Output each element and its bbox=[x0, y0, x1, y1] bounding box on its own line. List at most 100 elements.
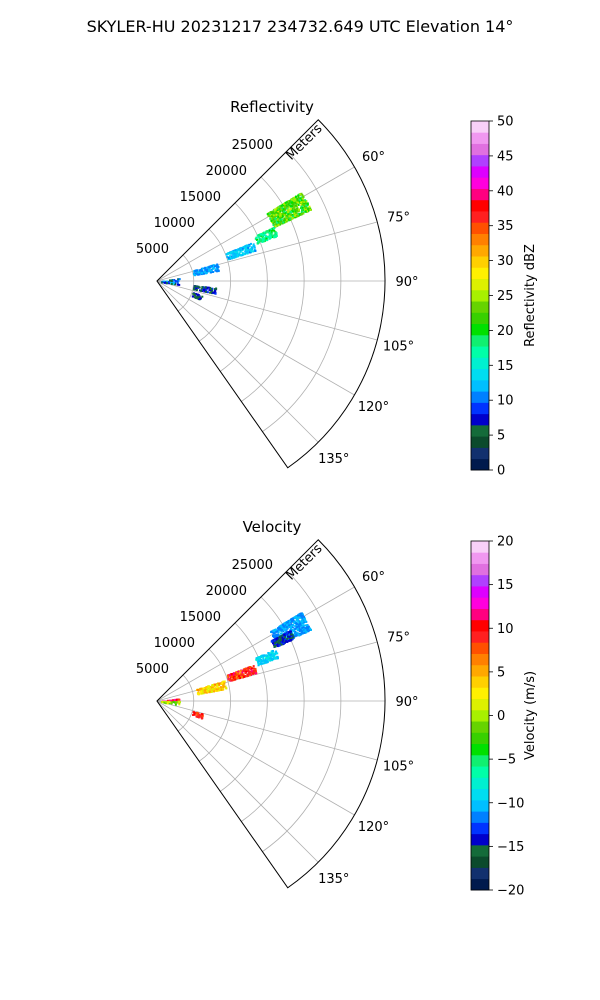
echo-pixel bbox=[253, 245, 256, 248]
echo-pixel bbox=[272, 214, 275, 217]
echo-pixel bbox=[273, 629, 276, 631]
echo-pixel bbox=[175, 701, 178, 704]
colorbar-segment bbox=[471, 121, 489, 133]
echo-pixel bbox=[215, 288, 218, 291]
echo-pixel bbox=[304, 199, 307, 202]
echo-pixel bbox=[222, 680, 225, 683]
colorbar-tick-label: 0 bbox=[497, 709, 505, 724]
echo-pixel bbox=[300, 213, 303, 216]
echo-pixel bbox=[295, 214, 298, 217]
echo-pixel bbox=[277, 219, 280, 222]
colorbar-tick-label: 50 bbox=[497, 115, 514, 130]
echo-pixel bbox=[241, 249, 244, 252]
echo-pixel bbox=[239, 673, 242, 676]
echo-pixel bbox=[281, 623, 284, 626]
echo-pixel bbox=[295, 625, 298, 628]
echo-pixel bbox=[247, 246, 250, 249]
echo-pixel bbox=[280, 214, 283, 217]
echo-pixel bbox=[305, 625, 308, 628]
echo-pixel bbox=[282, 630, 285, 633]
echo-pixel bbox=[207, 286, 210, 289]
echo-pixel bbox=[290, 633, 293, 636]
echo-pixel bbox=[216, 266, 219, 269]
echo-pixel bbox=[239, 253, 242, 256]
colorbar-tick-label: 5 bbox=[497, 429, 505, 444]
echo-pixel bbox=[297, 194, 300, 197]
radial-axis-label: Meters bbox=[284, 121, 326, 163]
echo-pixel bbox=[163, 281, 166, 284]
echo-pixel bbox=[295, 631, 298, 634]
echo-pixel bbox=[211, 685, 213, 688]
echo-pixel bbox=[208, 289, 211, 292]
echo-pixel bbox=[195, 287, 197, 290]
echo-pixel bbox=[289, 207, 292, 210]
echo-pixel bbox=[301, 631, 304, 633]
echo-pixel bbox=[288, 202, 291, 205]
echo-pixel bbox=[205, 686, 208, 688]
echo-pixel bbox=[162, 701, 165, 703]
echo-pixel bbox=[292, 210, 294, 213]
echo-pixel bbox=[220, 688, 223, 691]
echo-pixel bbox=[259, 660, 262, 663]
echo-pixel bbox=[168, 282, 170, 285]
echo-pixel bbox=[204, 286, 207, 289]
echo-pixel bbox=[272, 224, 275, 227]
echo-pixel bbox=[283, 210, 286, 213]
echo-pixel bbox=[265, 230, 268, 233]
echo-pixel bbox=[305, 200, 308, 203]
colorbar-segment bbox=[471, 867, 489, 880]
echo-pixel bbox=[215, 264, 218, 267]
echo-pixel bbox=[206, 287, 209, 290]
colorbar-segment bbox=[471, 541, 489, 553]
echo-pixel bbox=[250, 670, 253, 673]
echo-pixel bbox=[217, 269, 220, 272]
echo-pixel bbox=[303, 621, 306, 623]
colorbar-segment bbox=[471, 799, 489, 812]
echo-pixel bbox=[286, 621, 289, 624]
echo-pixel bbox=[292, 620, 295, 623]
echo-pixel bbox=[285, 218, 288, 221]
echo-pixel bbox=[266, 236, 269, 239]
echo-pixel bbox=[233, 677, 235, 680]
echo-pixel bbox=[296, 629, 299, 632]
azimuth-spoke bbox=[156, 641, 378, 702]
echo-pixel bbox=[257, 662, 260, 665]
colorbar-tick-label: 25 bbox=[497, 289, 514, 304]
echo-pixel bbox=[214, 269, 217, 272]
colorbar-tick-label: 10 bbox=[497, 394, 514, 409]
echo-pixel bbox=[282, 625, 285, 628]
echo-pixel bbox=[197, 295, 200, 298]
colorbar-segment bbox=[471, 653, 489, 666]
echo-pixel bbox=[301, 202, 304, 205]
echo-pixel bbox=[249, 248, 252, 251]
echo-pixel bbox=[251, 671, 254, 674]
echo-pixel bbox=[209, 291, 212, 294]
colorbar-segment bbox=[471, 436, 489, 448]
echo-pixel bbox=[244, 250, 247, 253]
echo-pixel bbox=[177, 280, 180, 283]
echo-pixel bbox=[273, 229, 276, 232]
echo-pixel bbox=[225, 253, 228, 256]
echo-pixel bbox=[258, 240, 261, 243]
echo-pixel bbox=[297, 196, 300, 199]
echo-pixel bbox=[282, 203, 284, 206]
echo-pixel bbox=[248, 674, 251, 677]
echo-pixel bbox=[200, 717, 203, 720]
echo-pixel bbox=[235, 249, 238, 252]
echo-pixel bbox=[178, 700, 181, 703]
echo-pixel bbox=[281, 634, 284, 637]
colorbar-segment bbox=[471, 301, 489, 313]
echo-pixel bbox=[214, 265, 216, 268]
echo-pixel bbox=[247, 667, 250, 670]
echo-pixel bbox=[278, 644, 281, 647]
echo-pixel bbox=[310, 628, 312, 631]
echo-pixel bbox=[216, 686, 219, 689]
colorbar-segment bbox=[471, 574, 489, 587]
echo-pixel bbox=[195, 269, 198, 272]
colorbar-tick-label: 40 bbox=[497, 184, 514, 199]
echo-pixel bbox=[268, 229, 271, 232]
echo-pixel bbox=[289, 619, 292, 622]
echo-pixel bbox=[198, 286, 201, 289]
colorbar-segment bbox=[471, 788, 489, 801]
echo-pixel bbox=[172, 279, 175, 282]
